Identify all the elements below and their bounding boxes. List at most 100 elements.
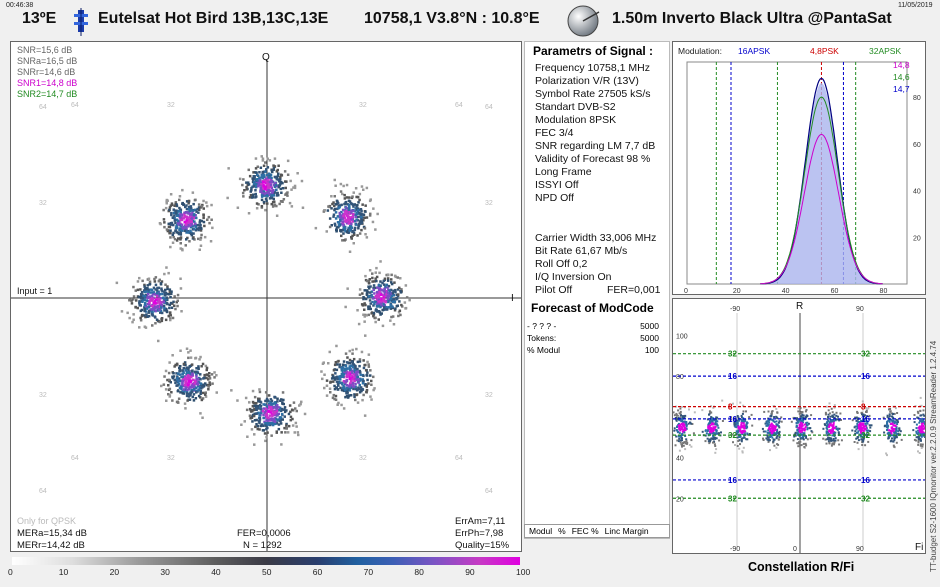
forecast-table: - ? ? ? - 5000 Tokens: 5000 % Modul 100 [527,320,667,356]
param-line: Symbol Rate 27505 kS/s [535,88,651,100]
fi-axis-label: Fi [915,542,924,553]
legend-14-6: 14,6 [893,72,910,82]
time-label: 00:46:38 [6,2,34,9]
grid-label-top: 64 [71,102,79,109]
polar-bottom-tick: 0 [793,546,797,553]
param-line: Roll Off 0,2 [535,258,588,270]
ring-label: 8 [728,403,733,412]
polar-bottom-tick: 90 [856,546,864,553]
merr-value: MERr=14,42 dB [17,540,85,551]
footer-col: Modul [529,526,553,536]
hist-x-tick: 60 [831,288,839,295]
param-line: ISSYI Off [535,179,579,191]
ring-label: 32 [861,431,870,440]
q-axis-label: Q [262,52,270,63]
orbital-position: 13ºE [22,10,57,27]
histogram-plot: 80 60 40 20 0 20 40 60 80 [684,61,921,295]
fer-value: FER=0,0006 [237,528,291,539]
grid-label-left: 32 [39,200,47,207]
polar-title: Constellation R/Fi [748,560,855,574]
only-for-qpsk: Only for QPSK [17,516,77,526]
forecast-title: Forecast of ModCode [531,301,654,315]
colorbar-tick: 30 [160,567,170,577]
dish-icon [565,4,605,38]
dish-info: 1.50m Inverto Black Ultra @PantaSat [612,10,892,27]
mera-value: MERa=15,34 dB [17,528,87,539]
grid-label-left: 32 [39,392,47,399]
param-line: Modulation 8PSK [535,114,617,126]
hist-x-tick: 40 [782,288,790,295]
satellite-name: Eutelsat Hot Bird 13B,13C,13E [98,10,329,27]
param-line: Carrier Width 33,006 MHz [535,232,657,244]
grid-label-right: 32 [485,392,493,399]
polar-top-tick: 90 [856,306,864,313]
pilot-value: Pilot Off [535,284,573,296]
ring-label: 16 [728,372,737,381]
ring-label: 16 [861,415,870,424]
grid-label-top: 32 [167,102,175,109]
colorbar-tick: 90 [465,567,475,577]
snr-line: SNR=15,6 dB [17,45,73,55]
grid-label-top: 32 [359,102,367,109]
grid-label-top: 64 [455,102,463,109]
params-footer: Modul% FEC % Linc Margin [524,524,670,538]
grid-label-right: 32 [485,200,493,207]
param-line: Polarization V/R (13V) [535,75,639,87]
colorbar-tick: 40 [211,567,221,577]
input-label: Input = 1 [17,286,53,296]
histogram-panel: 80 60 40 20 0 20 40 60 80 Modulation: 16APSK 4,8… [672,41,926,295]
hist-y-tick: 60 [913,142,921,149]
legend-14-8: 14,8 [893,60,910,70]
grid-label-bottom: 64 [71,455,79,462]
i-axis-label: I [511,293,514,304]
colorbar-tick: 0 [8,567,13,577]
ring-label: 16 [728,415,737,424]
grid-label-bottom: 32 [359,455,367,462]
marker-32apsk: 32APSK [869,46,902,56]
colorbar-tick: 20 [109,567,120,577]
errph-value: ErrPh=7,98 [455,528,504,539]
ring-label: 16 [861,476,870,485]
version-text: TT-budget S2-1600 IQmonitor ver.2.2.0.9 … [929,340,938,572]
polar-y-tick: 20 [676,496,684,503]
footer-col: % [558,526,566,536]
ring-label: 16 [861,372,870,381]
polar-plot: -9090-9009010080604020323216168816163232… [673,306,925,553]
ring-label: 32 [861,494,870,503]
hist-x-tick: 80 [880,288,888,295]
satellite-icon [72,8,90,36]
snr-legend: SNR=15,6 dB SNRa=16,5 dB SNRr=14,6 dB SNR1=… [17,45,77,100]
snr-line: SNR2=14,7 dB [17,89,78,99]
snr-line: SNRr=14,6 dB [17,67,76,77]
snr-line: SNR1=14,8 dB [17,78,78,88]
grid-label-left: 64 [39,104,47,111]
colorbar-tick: 10 [58,567,69,577]
ring-label: 16 [728,476,737,485]
param-line: NPD Off [535,192,574,204]
marker-8psk: 4,8PSK [810,46,839,56]
forecast-value: 5000 [640,321,659,331]
hist-y-tick: 40 [913,189,921,196]
forecast-row: - ? ? ? - 5000 [527,320,667,332]
hist-x-tick: 0 [684,288,688,295]
colorbar-tick: 60 [312,567,323,577]
legend-14-7: 14,7 [893,84,910,94]
param-line: I/Q Inversion On [535,271,612,283]
grid-label-right: 64 [485,104,493,111]
params-panel: Parametrs of Signal : Frequency 10758,1 … [524,41,670,539]
param-line: FEC 3/4 [535,127,574,139]
ring-label: 8 [861,403,866,412]
grid-label-left: 64 [39,488,47,495]
params-fer-value: FER=0,001 [607,284,661,296]
ring-label: 32 [728,494,737,503]
forecast-row: % Modul 100 [527,344,667,356]
polar-y-tick: 40 [676,456,684,463]
snr-line: SNRa=16,5 dB [17,56,78,66]
ring-label: 32 [728,350,737,359]
param-line: Long Frame [535,166,592,178]
footer-col: FEC % [571,526,599,536]
transponder-info: 10758,1 V3.8°N : 10.8°E [364,10,540,27]
colorbar-tick: 50 [262,567,272,577]
param-line: SNR regarding LM 7,7 dB [535,140,656,152]
modulation-label: Modulation: [678,46,722,56]
